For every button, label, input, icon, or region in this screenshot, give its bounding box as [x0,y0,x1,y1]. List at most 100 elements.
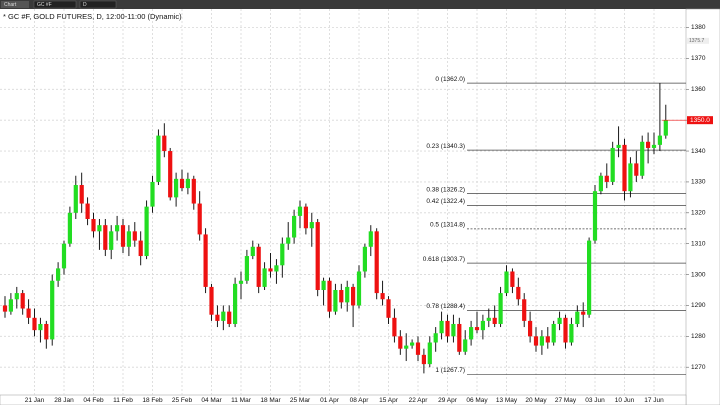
x-tick-label: 15 Apr [379,397,399,404]
x-tick-label: 25 Feb [172,397,193,404]
y-tick-label: 1280 [691,333,706,340]
toolbar-interval: D [83,2,87,8]
candle-body [640,141,645,176]
ref-price-box [687,37,709,44]
candle-body [486,317,491,321]
candle-body [604,175,609,182]
toolbar-label: Chart [4,2,17,8]
candle-body [14,293,19,300]
candle-body [315,222,320,291]
fib-label: 0.38 (1326.2) [426,186,465,193]
candle-body [528,320,533,337]
candle-body [126,231,131,247]
interval-box[interactable] [79,0,117,9]
fib-label: 0 (1362.0) [435,76,465,83]
candle-body [91,218,96,232]
candle-body [492,317,497,324]
candle-body [427,342,432,365]
candle-body [203,234,208,287]
candle-body [539,336,544,346]
candle-body [280,243,285,266]
candle-body [132,231,137,241]
candle-body [386,299,391,318]
toolbar-tab[interactable] [1,1,29,8]
candle-body [351,286,356,306]
candle-body [215,314,220,321]
y-tick-label: 1300 [691,271,706,278]
candle-body [185,178,190,189]
candle-body [115,225,120,232]
candle-body [73,185,78,213]
candle-body [61,243,67,269]
candle-body [404,345,409,349]
candle-body [321,280,326,291]
candle-body [498,293,503,324]
candle-body [569,323,574,343]
candle-body [657,135,662,145]
candle-body [522,299,527,321]
candle-body [244,256,249,281]
candle-body [38,323,43,331]
candle-body [610,147,615,182]
x-tick-label: 04 Mar [201,397,222,404]
candle-body [79,185,84,204]
x-tick-label: 01 Apr [320,397,340,404]
y-tick-label: 1330 [691,179,706,186]
candle-body [587,240,592,315]
candle-body [439,320,444,334]
candle-body [469,327,474,340]
candle-body [227,311,232,324]
candle-body [303,206,308,229]
candle-body [445,320,450,337]
candle-body [333,290,338,312]
candle-body [339,290,344,303]
ref-price-label: 1375.7 [689,38,705,44]
candle-body [356,271,362,306]
candle-body [474,327,480,331]
y-tick-label: 1380 [691,24,706,31]
candle-body [238,280,244,284]
candle-body [297,206,303,216]
candle-body [380,293,385,300]
candle-body [262,268,267,287]
candle-body [516,286,521,300]
candle-body [374,231,379,294]
candle-body [26,308,31,318]
candle-body [168,151,173,198]
candle-body [463,339,468,352]
candle-body [268,268,273,272]
x-tick-label: 25 Mar [290,397,311,404]
candle-body [138,240,143,257]
toolbar [0,0,720,9]
candle-body [575,311,580,324]
x-tick-label: 10 Jun [615,397,635,404]
candle-body [545,336,550,343]
candle-body [32,317,37,331]
candle-body [421,354,426,365]
candle-body [85,203,90,219]
chart-title: * GC #F, GOLD FUTURES, D, 12:00-11:00 (D… [3,12,182,21]
time-axis [0,394,687,405]
candle-body [663,120,668,136]
candle-body [67,212,72,244]
candle-body [233,283,238,324]
x-tick-label: 28 Jan [54,397,74,404]
candle-body [628,163,633,192]
candle-body [144,206,149,257]
candle-body [563,317,568,343]
candle-body [309,222,314,229]
fib-label: 1 (1267.7) [435,367,465,374]
candle-body [392,317,397,337]
y-tick-label: 1360 [691,86,706,93]
y-tick-label: 1290 [691,302,706,309]
candle-body [109,231,114,250]
candle-body [551,323,556,343]
candle-body [480,320,485,331]
candle-body [327,280,332,312]
symbol-box[interactable] [33,0,77,9]
fib-label: 0.23 (1340.3) [426,143,465,150]
candle-body [274,265,279,272]
candle-body [292,215,297,238]
fib-label: 0.78 (1288.4) [426,303,465,310]
